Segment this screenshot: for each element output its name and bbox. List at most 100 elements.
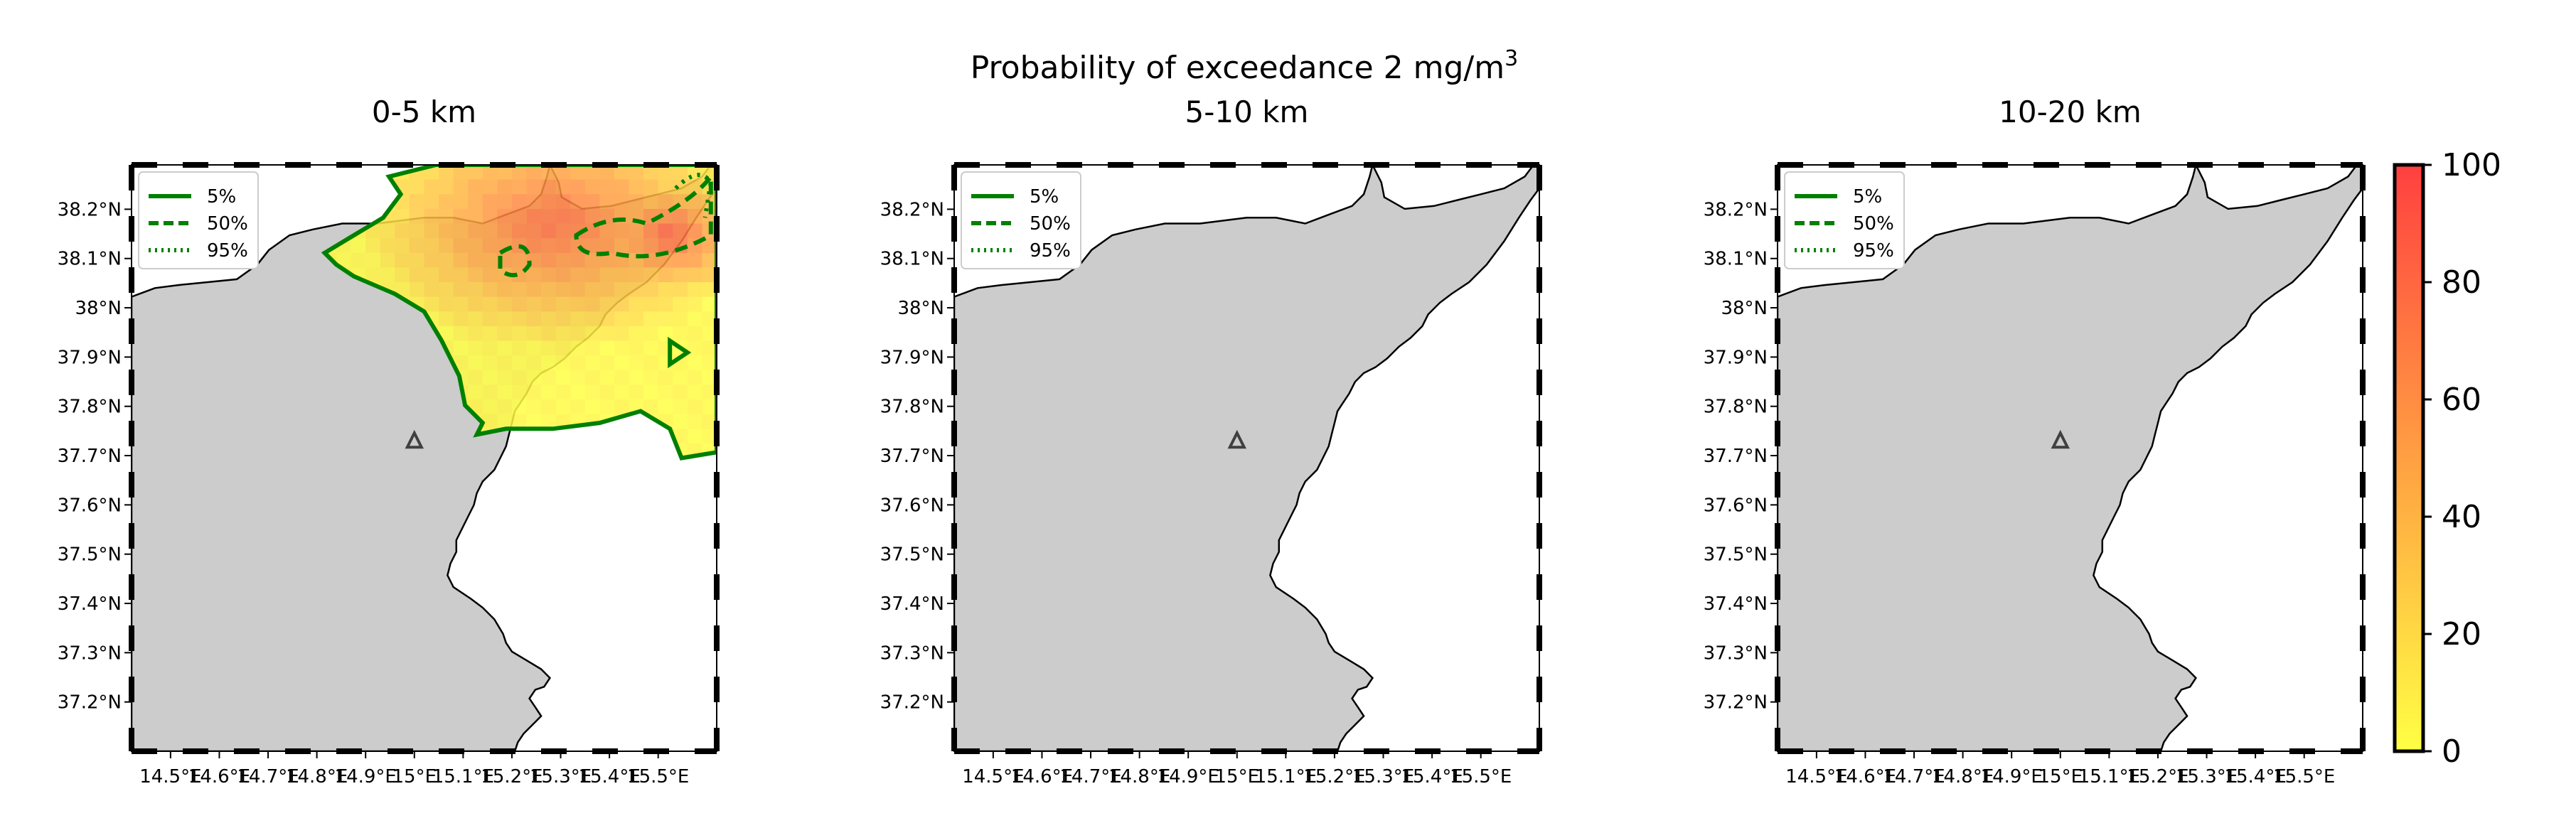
probability-cell (687, 282, 703, 298)
probability-cell (380, 238, 395, 254)
probability-cell (643, 399, 659, 415)
lon-tick-label: 15.1°E (432, 766, 494, 787)
legend: 5% 50% 95% (1784, 171, 1905, 269)
probability-cell (482, 340, 498, 356)
probability-cell (497, 179, 513, 195)
probability-cell (511, 165, 528, 181)
probability-cell (555, 282, 571, 298)
probability-cell (511, 370, 528, 385)
probability-cell (584, 355, 600, 371)
probability-cell (614, 370, 630, 385)
probability-cell (629, 370, 644, 385)
lat-tick-label: 37.8°N (880, 397, 944, 418)
probability-cell (702, 340, 717, 356)
probability-cell (482, 223, 498, 239)
probability-cell (658, 165, 673, 181)
probability-cell (584, 340, 600, 356)
probability-cell (439, 238, 454, 254)
lat-tick-label: 37.3°N (58, 642, 122, 664)
probability-cell (526, 179, 542, 195)
probability-cell (439, 282, 454, 298)
probability-cell (424, 238, 439, 254)
probability-cell (599, 385, 615, 400)
probability-cell (526, 340, 542, 356)
legend-label: 5% (207, 186, 236, 208)
probability-cell (468, 223, 483, 239)
probability-cell (555, 311, 571, 327)
probability-cell (555, 252, 571, 268)
probability-cell (702, 385, 717, 400)
probability-cell (424, 282, 439, 298)
lat-tick-label: 37.6°N (58, 495, 122, 516)
probability-cell (511, 326, 528, 342)
lon-tick-label: 15.5°E (1450, 766, 1512, 787)
probability-cell (687, 370, 703, 385)
probability-cell (702, 282, 717, 298)
probability-cell (570, 370, 586, 385)
probability-cell (497, 208, 513, 225)
probability-cell (555, 223, 571, 239)
probability-cell (482, 370, 498, 385)
lat-tick-label: 38°N (75, 298, 122, 319)
probability-cell (702, 267, 717, 283)
lat-tick-label: 37.2°N (880, 692, 944, 714)
colorbar-tick-label: 40 (2442, 499, 2481, 535)
colorbar: 0 20 40 60 80 100 (2393, 147, 2501, 770)
probability-cell (439, 267, 454, 283)
probability-cell (497, 370, 513, 385)
probability-cell (468, 385, 483, 400)
probability-cell (424, 194, 439, 210)
probability-cell (614, 296, 630, 312)
probability-cell (614, 311, 630, 327)
probability-cell (599, 223, 615, 239)
probability-cell (687, 267, 703, 283)
probability-cell (555, 385, 571, 400)
probability-cell (658, 208, 673, 225)
probability-cell (541, 355, 557, 371)
probability-cell (643, 238, 659, 254)
probability-cell (482, 282, 498, 298)
lon-tick-label: 15.2°E (1303, 766, 1365, 787)
lat-tick-label: 37.9°N (58, 347, 122, 368)
lat-tick-label: 38.1°N (1704, 249, 1768, 270)
probability-cell (599, 252, 615, 268)
probability-cell (526, 326, 542, 342)
legend-label: 95% (207, 240, 248, 262)
probability-cell (584, 399, 600, 415)
probability-cell (526, 194, 542, 210)
probability-cell (409, 223, 425, 239)
probability-cell (629, 355, 644, 371)
lon-tick-label: 14.9°E (1981, 766, 2043, 787)
probability-cell (468, 326, 483, 342)
probability-cell (395, 267, 410, 283)
probability-cell (555, 326, 571, 342)
lat-tick-label: 38.2°N (1704, 199, 1768, 220)
probability-cell (511, 355, 528, 371)
lat-tick-label: 38.1°N (880, 249, 944, 270)
probability-cell (526, 370, 542, 385)
volcano-marker-icon (405, 429, 424, 449)
lat-tick-label: 37.6°N (1704, 495, 1768, 516)
probability-cell (584, 179, 600, 195)
panel-title: 5-10 km (1185, 95, 1309, 129)
probability-cell (482, 179, 498, 195)
probability-cell (599, 399, 615, 415)
probability-cell (439, 223, 454, 239)
probability-cell (468, 252, 483, 268)
lat-tick-label: 37.2°N (1704, 692, 1768, 714)
map-frame (131, 164, 717, 752)
legend: 5% 50% 95% (138, 171, 259, 269)
probability-cell (482, 194, 498, 210)
probability-cell (497, 355, 513, 371)
probability-cell (658, 267, 673, 283)
probability-cell (453, 267, 469, 283)
lat-tick-label: 37.4°N (880, 593, 944, 615)
probability-cell (541, 311, 557, 327)
probability-cell (482, 267, 498, 283)
probability-cell (511, 252, 528, 268)
probability-cell (570, 340, 586, 356)
probability-cell (629, 267, 644, 283)
probability-cell (673, 414, 688, 429)
probability-cell (570, 326, 586, 342)
probability-cell (482, 355, 498, 371)
